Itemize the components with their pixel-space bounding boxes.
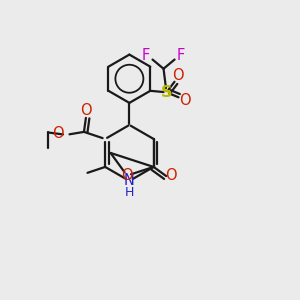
Text: S: S bbox=[161, 85, 172, 100]
Text: O: O bbox=[179, 93, 191, 108]
Text: O: O bbox=[80, 103, 92, 118]
Text: H: H bbox=[125, 186, 134, 199]
Text: O: O bbox=[121, 168, 133, 183]
Text: O: O bbox=[172, 68, 184, 83]
Text: F: F bbox=[177, 48, 185, 63]
Text: F: F bbox=[142, 48, 150, 63]
Text: O: O bbox=[165, 168, 177, 183]
Text: N: N bbox=[124, 173, 135, 188]
Text: O: O bbox=[52, 127, 64, 142]
